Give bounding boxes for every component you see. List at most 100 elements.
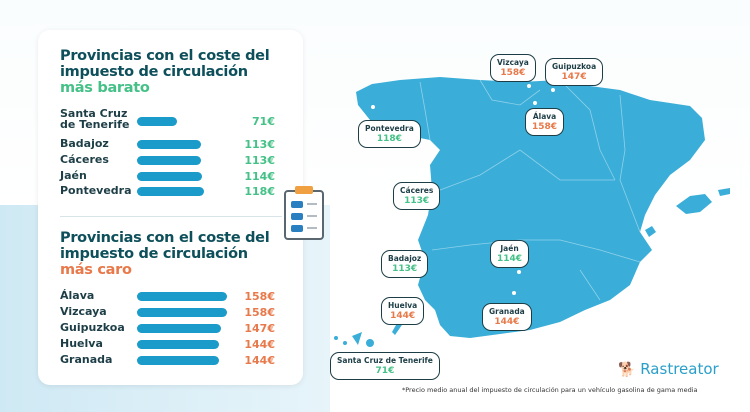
map-label: Huelva 144€ [381,297,425,325]
bar-row: Jaén 114€ [60,168,275,184]
bar-label: Santa Cruz de Tenerife [60,107,130,131]
province-name: Jaén [500,244,519,253]
bar-value-label: 118€ [244,185,275,198]
province-price: 144€ [494,317,520,327]
footnote: *Precio medio anual del impuesto de circ… [402,386,698,394]
bar [137,356,220,365]
title-highlight: más caro [60,262,132,278]
bar-label: Vizcaya [60,305,107,318]
title-line: impuesto de circulación [60,64,248,80]
province-price: 118€ [376,134,402,144]
dog-icon: 🐕 [618,362,636,378]
map-label: Pontevedra 118€ [358,120,421,148]
province-price: 158€ [532,122,558,132]
map-pin [423,214,427,218]
brand-logo: 🐕 Rastreator [618,360,719,378]
bar-value-label: 113€ [244,138,275,151]
map-pin [551,88,555,92]
province-name: Cáceres [400,186,434,195]
bar-value-label: 158€ [244,306,275,319]
bar [137,292,228,301]
map-pin [517,270,521,274]
map-pin [371,105,375,109]
map-label: Álava 158€ [525,108,565,136]
province-price: 144€ [390,311,416,321]
bar-row: Pontevedra 118€ [60,183,275,199]
province-price: 147€ [561,72,587,82]
province-price: 113€ [392,264,418,274]
province-name: Álava [532,112,557,121]
bar-label: Jaén [60,169,87,182]
province-price: 158€ [500,68,526,78]
bar [137,172,202,181]
province-name: Pontevedra [365,124,414,133]
bar-row: Badajoz 113€ [60,136,275,152]
bar [137,324,221,333]
bar-value-label: 71€ [252,115,275,128]
province-name: Santa Cruz de Tenerife [337,356,433,365]
province-price: 71€ [375,366,395,376]
cheap-section-title: Provincias con el coste del impuesto de … [60,48,270,96]
bar-row: Vizcaya 158€ [60,304,275,320]
brand-name: Rastreator [640,360,719,378]
menorca-shape [718,188,730,196]
bar-label: Cáceres [60,153,109,166]
map-pin [527,84,531,88]
bar-label: Álava [60,289,95,302]
divider [60,216,282,217]
province-price: 113€ [404,196,430,206]
province-name: Badajoz [388,254,422,263]
map-label: Santa Cruz de Tenerife 71€ [330,352,440,380]
map-pin [352,345,356,349]
title-line: Provincias con el coste del [60,230,270,246]
province-name: Granada [489,307,525,316]
map-label: Cáceres 113€ [393,182,441,210]
bar-label: Guipuzkoa [60,321,125,334]
peninsula-shape [356,77,705,338]
bar-value-label: 144€ [244,354,275,367]
bar-row: Guipuzkoa 147€ [60,320,275,336]
bar-label: Pontevedra [60,184,132,197]
ibiza-shape [645,226,656,237]
map-label: Guipuzkoa 147€ [545,58,604,86]
bar [137,187,205,196]
bar-label: Huelva [60,337,103,350]
bar-row: Santa Cruz de Tenerife 71€ [60,108,275,130]
bar [137,156,202,165]
bar-row: Huelva 144€ [60,336,275,352]
map-label: Jaén 114€ [490,240,530,268]
bar-row: Granada 144€ [60,352,275,368]
expensive-section-title: Provincias con el coste del impuesto de … [60,230,270,278]
map-pin [512,291,516,295]
bar-row: Cáceres 113€ [60,152,275,168]
clipboard-cars-icon [284,186,324,240]
province-name: Vizcaya [497,58,529,67]
bar-value-label: 144€ [244,338,275,351]
bar [137,140,202,149]
map-pin [533,101,537,105]
title-highlight: más barato [60,80,150,96]
map-pin [409,287,413,291]
map-pin [408,236,412,240]
province-name: Huelva [388,301,418,310]
map-label: Badajoz 113€ [381,250,429,278]
bar-value-label: 147€ [244,322,275,335]
bar-value-label: 158€ [244,290,275,303]
bar-value-label: 113€ [244,154,275,167]
map-label: Granada 144€ [482,303,532,331]
bar-label: Granada [60,353,113,366]
province-name: Guipuzkoa [552,62,597,71]
bar-label: Badajoz [60,137,109,150]
canary-islands [334,318,404,347]
title-line: impuesto de circulación [60,246,248,262]
bar [137,340,220,349]
bar [137,117,178,126]
bar-row: Álava 158€ [60,288,275,304]
mallorca-shape [676,194,712,214]
province-price: 114€ [497,254,523,264]
bar-value-label: 114€ [244,170,275,183]
title-line: Provincias con el coste del [60,48,270,64]
bar [137,308,228,317]
map-label: Vizcaya 158€ [490,54,536,82]
